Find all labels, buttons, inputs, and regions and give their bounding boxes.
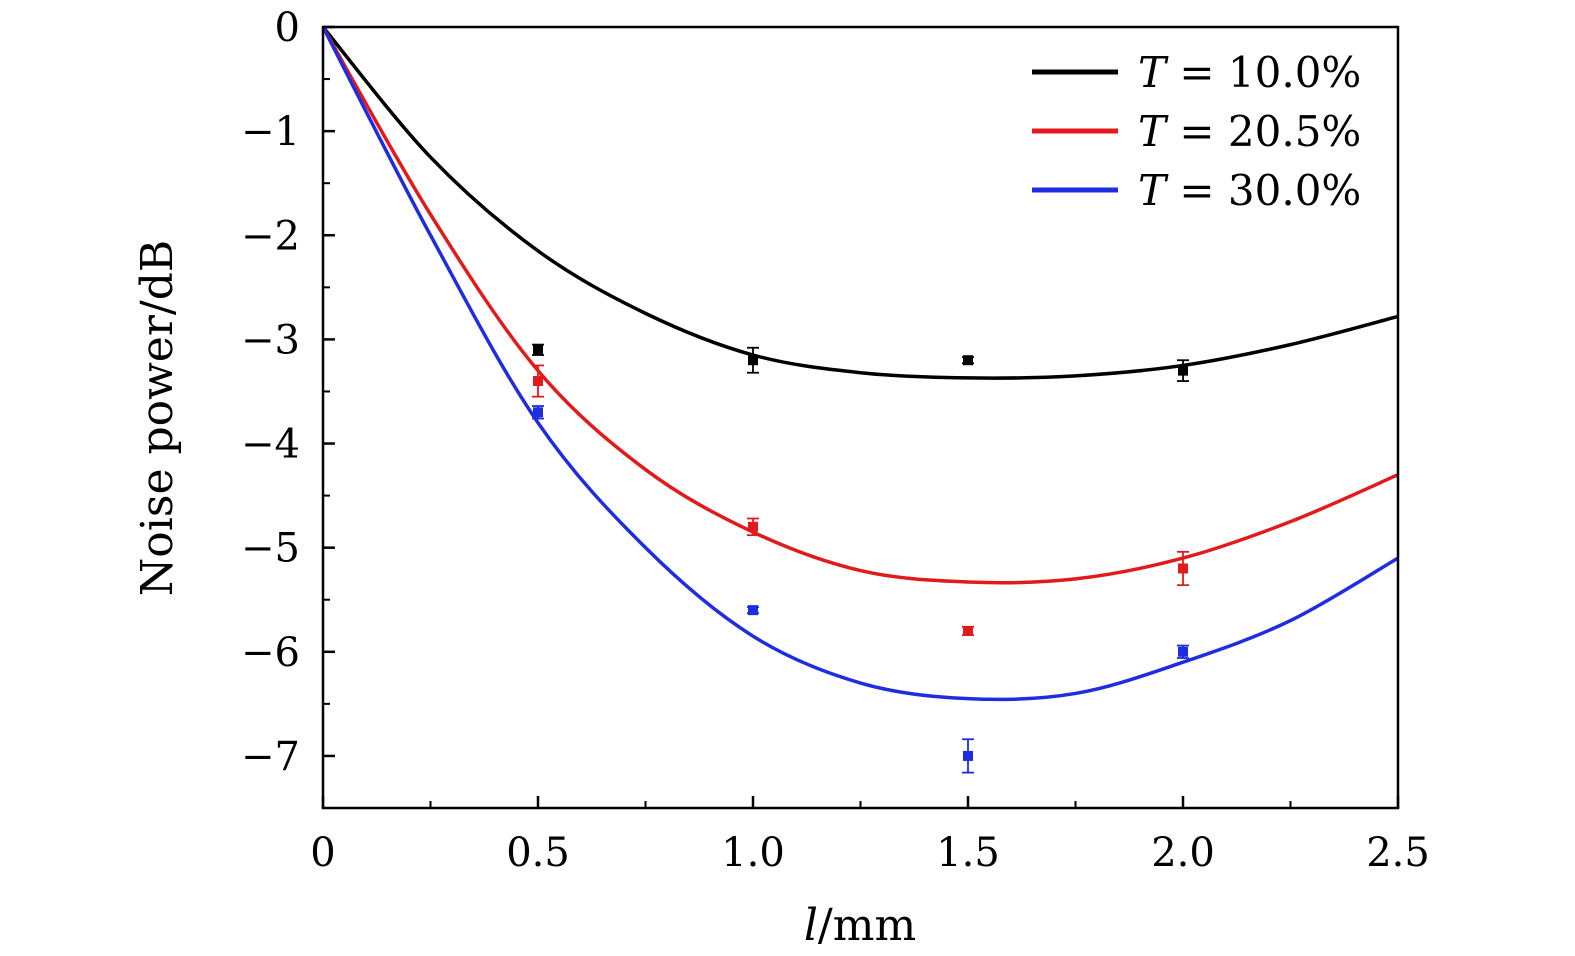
legend-item: T = 30.0% — [1032, 166, 1361, 215]
legend-item: T = 20.5% — [1032, 107, 1361, 156]
x-tick-label: 1.0 — [721, 830, 785, 876]
x-tick-label: 0 — [310, 830, 335, 876]
y-tick-label: −3 — [241, 317, 300, 363]
data-point-series-2 — [1177, 550, 1189, 587]
y-tick-label: −5 — [241, 526, 300, 572]
x-axis-title: l/mm — [804, 900, 916, 951]
data-points — [532, 343, 1189, 774]
x-tick-label: 2.5 — [1366, 830, 1430, 876]
y-axis: 0 −1 −2 −3 −4 −5 −6 −7 — [241, 5, 335, 809]
data-point-series-2 — [747, 517, 759, 537]
x-axis: 0 0.5 1.0 1.5 2.0 2.5 — [310, 796, 1430, 876]
legend-label: T = 30.0% — [1138, 166, 1361, 215]
x-tick-label: 2.0 — [1151, 830, 1215, 876]
legend-label: T = 10.0% — [1138, 48, 1361, 97]
data-point-series-1 — [962, 355, 974, 366]
y-axis-title: Noise power/dB — [132, 240, 183, 596]
data-point-series-2 — [532, 364, 544, 398]
data-point-series-3 — [962, 738, 974, 774]
data-point-series-2 — [962, 625, 974, 637]
data-point-series-3 — [532, 405, 544, 420]
fit-curve-series-1 — [321, 25, 1399, 380]
y-tick-label: −4 — [241, 422, 300, 468]
fit-curves — [321, 25, 1399, 702]
data-point-series-3 — [1177, 644, 1189, 659]
fit-curve-series-2 — [321, 26, 1399, 585]
y-tick-label: −1 — [241, 109, 300, 155]
data-point-series-1 — [1177, 359, 1189, 382]
x-tick-label: 1.5 — [936, 830, 1000, 876]
data-point-series-3 — [747, 605, 759, 616]
legend-item: T = 10.0% — [1032, 48, 1361, 97]
y-tick-label: 0 — [275, 5, 300, 51]
data-point-series-1 — [532, 343, 544, 356]
data-point-series-1 — [747, 346, 759, 374]
y-tick-label: −6 — [241, 630, 300, 676]
legend-label: T = 20.5% — [1138, 107, 1361, 156]
y-tick-label: −2 — [241, 213, 300, 259]
fit-curve-series-3 — [321, 26, 1399, 702]
legend: T = 10.0% T = 20.5% T = 30.0% — [1032, 48, 1361, 215]
y-tick-label: −7 — [241, 734, 300, 780]
x-tick-label: 0.5 — [506, 830, 570, 876]
